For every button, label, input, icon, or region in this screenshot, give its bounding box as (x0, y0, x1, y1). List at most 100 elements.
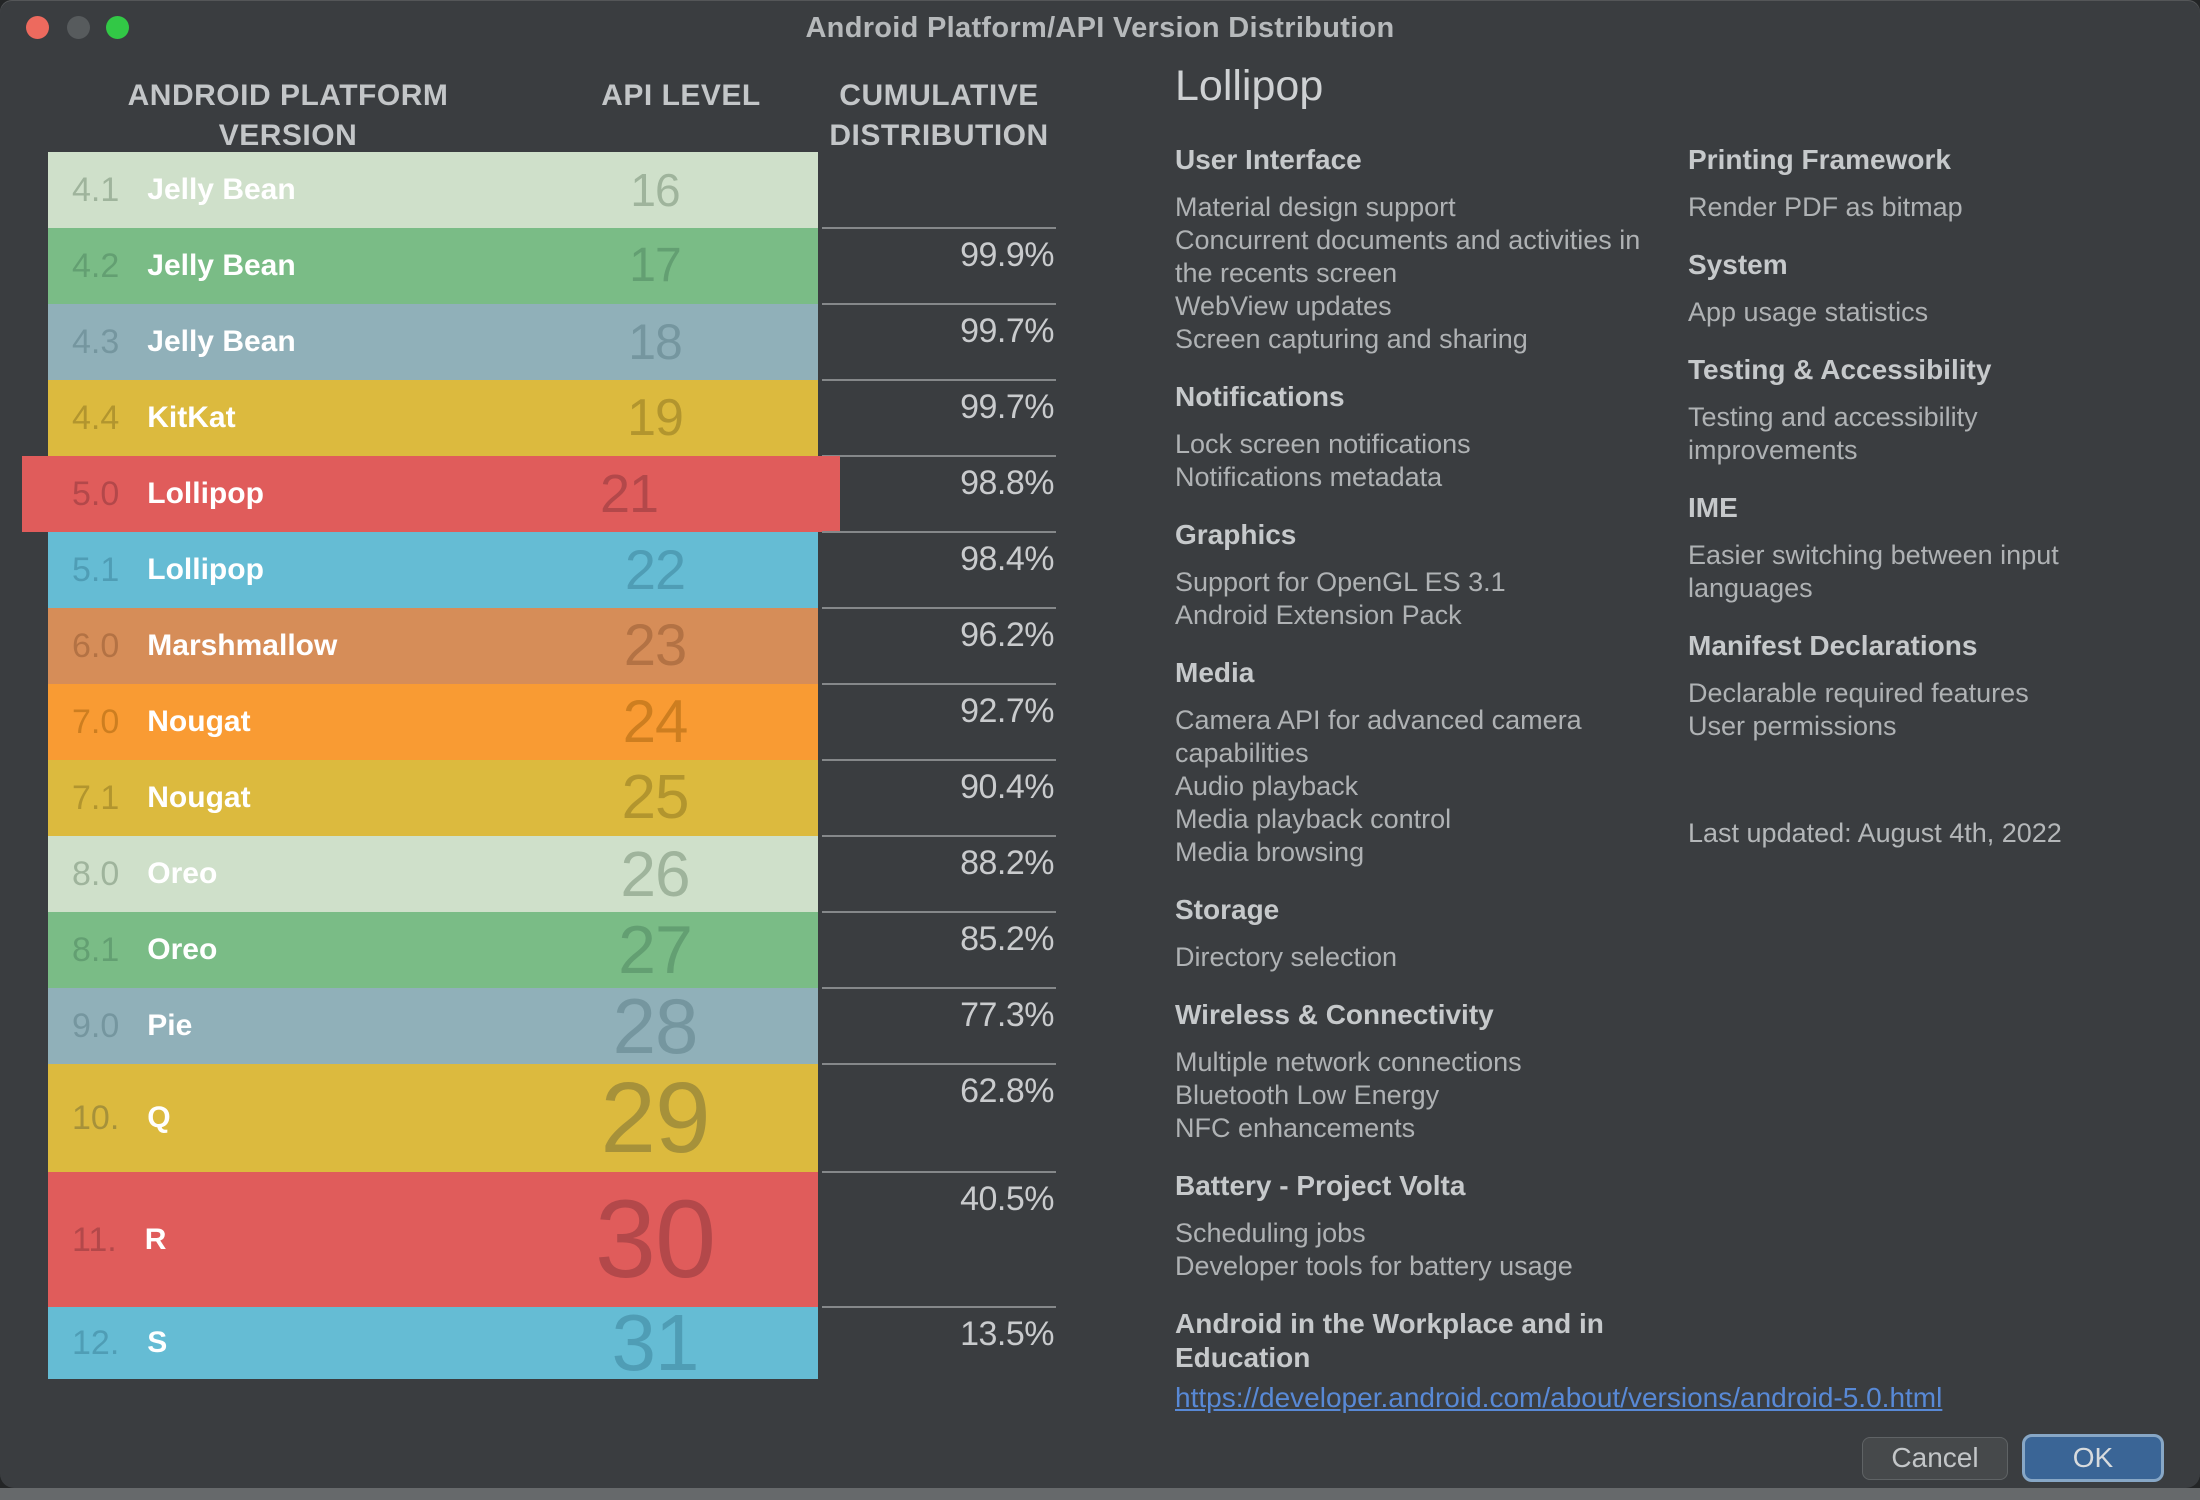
table-row: 77.3% 9.0 Pie 28 (48, 987, 1056, 1065)
cumulative-value: 98.4% (960, 540, 1054, 578)
version-bar[interactable]: 8.1 Oreo 27 (48, 912, 818, 988)
feature-section: Manifest Declarations Declarable required… (1688, 629, 2143, 743)
feature-item: App usage statistics (1688, 297, 1929, 327)
version-bar[interactable]: 8.0 Oreo 26 (48, 836, 818, 912)
section-heading: Notifications (1175, 381, 1345, 412)
cumulative-divider (822, 987, 1056, 989)
table-row: 62.8% 10. Q 29 (48, 1063, 1056, 1172)
table-row: 88.2% 8.0 Oreo 26 (48, 835, 1056, 912)
section-heading: Media (1175, 657, 1255, 688)
ok-button[interactable]: OK (2022, 1434, 2164, 1482)
api-level: 25 (621, 763, 690, 832)
feature-item: User permissions (1688, 711, 1897, 741)
feature-section: Battery - Project Volta Scheduling jobs De… (1175, 1169, 1665, 1283)
cumulative-divider (822, 379, 1056, 381)
table-row: 4.1 Jelly Bean 16 (48, 152, 1056, 228)
version-bar[interactable]: 4.3 Jelly Bean 18 (48, 304, 818, 380)
version-name: Jelly Bean (147, 249, 296, 282)
cumulative-value: 62.8% (960, 1072, 1054, 1110)
cumulative-value: 77.3% (960, 996, 1054, 1034)
feature-section: Graphics Support for OpenGL ES 3.1 Android… (1175, 518, 1665, 632)
feature-item: Declarable required features (1688, 678, 2029, 708)
api-level: 16 (630, 164, 680, 216)
version-name: R (144, 1222, 167, 1256)
version-name: Q (147, 1101, 171, 1134)
feature-item: Android Extension Pack (1175, 600, 1462, 630)
background-strip (0, 1488, 2200, 1500)
feature-section: System App usage statistics (1688, 248, 2143, 329)
feature-item: Testing and accessibility improvements (1688, 402, 1978, 465)
cumulative-value: 96.2% (960, 616, 1054, 654)
section-heading: IME (1688, 492, 1738, 523)
version-bar[interactable]: 7.0 Nougat 24 (48, 684, 818, 760)
version-bar[interactable]: 4.2 Jelly Bean 17 (48, 228, 818, 304)
version-bar[interactable]: 9.0 Pie 28 (48, 987, 818, 1065)
feature-section: Storage Directory selection (1175, 893, 1665, 974)
cancel-button[interactable]: Cancel (1862, 1437, 2008, 1480)
version-bar[interactable]: 6.0 Marshmallow 23 (48, 608, 818, 684)
version-number: 8.0 (72, 855, 120, 893)
selected-version-title: Lollipop (1175, 62, 1324, 110)
close-button[interactable] (26, 16, 49, 39)
cumulative-divider (822, 759, 1056, 761)
section-heading: System (1688, 249, 1788, 280)
table-row: 90.4% 7.1 Nougat 25 (48, 759, 1056, 836)
table-row: 13.5% 12. S 31 (48, 1303, 1056, 1383)
header-platform-version: ANDROID PLATFORM VERSION (127, 79, 449, 152)
minimize-button[interactable] (67, 16, 90, 39)
version-table: 4.1 Jelly Bean 16 99.9% 4.2 Jelly Bean 17 99.7%… (22, 152, 1056, 1383)
version-bar[interactable]: 11. R 30 (48, 1172, 818, 1307)
version-bar[interactable]: 7.1 Nougat 25 (48, 760, 818, 836)
version-name: Jelly Bean (147, 173, 296, 206)
feature-item: Support for OpenGL ES 3.1 (1175, 567, 1506, 597)
cumulative-value: 99.7% (960, 388, 1054, 426)
section-heading: Testing & Accessibility (1688, 354, 1992, 385)
feature-item: Media browsing (1175, 837, 1365, 867)
version-bar[interactable]: 4.1 Jelly Bean 16 (48, 152, 818, 228)
api-level: 23 (623, 613, 688, 678)
version-number: 4.2 (72, 247, 120, 285)
last-updated-note: Last updated: August 4th, 2022 (1688, 818, 2062, 848)
version-name: Lollipop (147, 553, 264, 586)
feature-item: Notifications metadata (1175, 462, 1443, 492)
version-bar[interactable]: 12. S 31 (48, 1303, 818, 1383)
window-title: Android Platform/API Version Distributio… (805, 12, 1395, 44)
cumulative-divider (822, 1171, 1056, 1173)
version-bar[interactable]: 4.4 KitKat 19 (48, 380, 818, 456)
version-number: 12. (72, 1324, 120, 1362)
api-level: 30 (594, 1177, 716, 1301)
feature-item: Screen capturing and sharing (1175, 324, 1528, 354)
version-bar[interactable]: 10. Q 29 (48, 1064, 818, 1172)
feature-section: Wireless & Connectivity Multiple network … (1175, 998, 1665, 1145)
version-name: Nougat (147, 705, 251, 738)
version-number: 7.1 (72, 779, 120, 817)
zoom-button[interactable] (106, 16, 129, 39)
table-row: 98.4% 5.1 Lollipop 22 (48, 531, 1056, 608)
cumulative-value: 13.5% (960, 1315, 1054, 1353)
version-name: Lollipop (147, 477, 264, 510)
cumulative-value: 99.9% (960, 236, 1054, 274)
table-row: 85.2% 8.1 Oreo 27 (48, 911, 1056, 988)
api-level: 27 (618, 912, 693, 988)
version-bar[interactable]: 5.1 Lollipop 22 (48, 532, 818, 608)
cumulative-divider (822, 607, 1056, 609)
version-number: 4.1 (72, 171, 120, 209)
api-level: 29 (600, 1062, 710, 1174)
version-number: 10. (72, 1099, 120, 1137)
feature-section: Printing Framework Render PDF as bitmap (1688, 143, 2143, 224)
api-level: 22 (624, 538, 686, 601)
documentation-link[interactable]: https://developer.android.com/about/vers… (1175, 1382, 1943, 1413)
feature-item: Multiple network connections (1175, 1047, 1522, 1077)
feature-section: Android in the Workplace and in Educatio… (1175, 1307, 1665, 1375)
cumulative-value: 85.2% (960, 920, 1054, 958)
header-cumulative-distribution: CUMULATIVE DISTRIBUTION (829, 79, 1049, 152)
version-bar[interactable]: 5.0 Lollipop 21 (22, 456, 840, 532)
feature-item: Developer tools for battery usage (1175, 1251, 1573, 1281)
feature-item: Concurrent documents and activities in t… (1175, 225, 1641, 288)
version-name: KitKat (147, 401, 236, 434)
version-number: 7.0 (72, 703, 120, 741)
section-heading: User Interface (1175, 144, 1362, 175)
feature-item: Camera API for advanced camera capabilit… (1175, 705, 1582, 768)
version-number: 5.0 (72, 475, 120, 513)
